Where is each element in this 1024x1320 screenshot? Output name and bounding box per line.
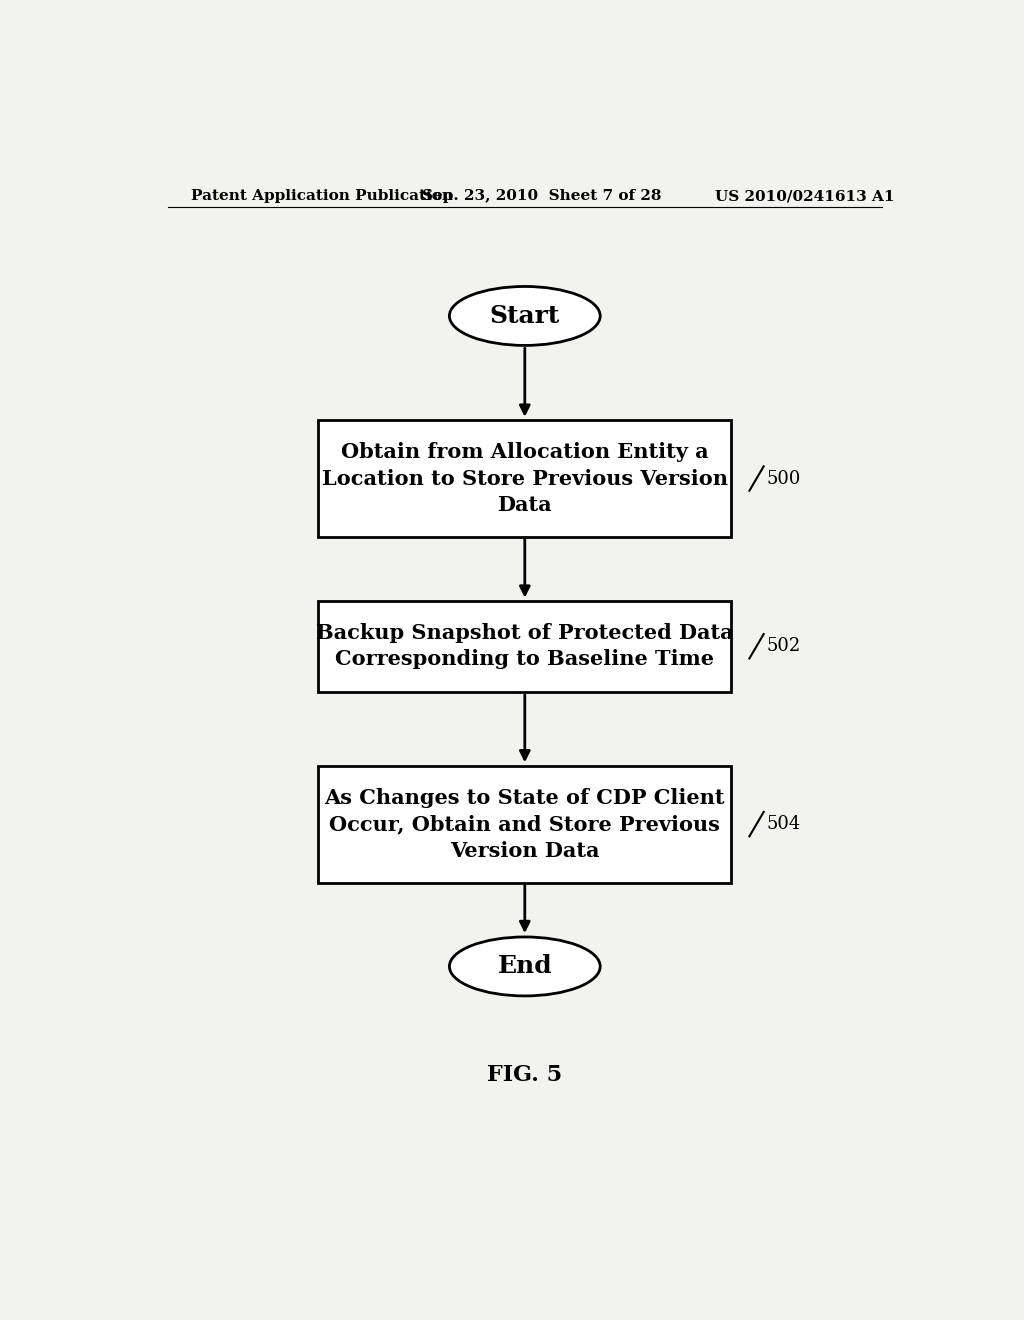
Text: Sep. 23, 2010  Sheet 7 of 28: Sep. 23, 2010 Sheet 7 of 28 — [422, 189, 662, 203]
Text: Patent Application Publication: Patent Application Publication — [191, 189, 454, 203]
FancyBboxPatch shape — [318, 766, 731, 883]
Ellipse shape — [450, 937, 600, 995]
Ellipse shape — [450, 286, 600, 346]
FancyBboxPatch shape — [318, 601, 731, 692]
Text: US 2010/0241613 A1: US 2010/0241613 A1 — [715, 189, 895, 203]
Text: FIG. 5: FIG. 5 — [487, 1064, 562, 1086]
FancyBboxPatch shape — [318, 420, 731, 537]
Text: 500: 500 — [767, 470, 801, 487]
Text: As Changes to State of CDP Client
Occur, Obtain and Store Previous
Version Data: As Changes to State of CDP Client Occur,… — [325, 788, 725, 861]
Text: 504: 504 — [767, 816, 801, 833]
Text: Backup Snapshot of Protected Data
Corresponding to Baseline Time: Backup Snapshot of Protected Data Corres… — [316, 623, 733, 669]
Text: Obtain from Allocation Entity a
Location to Store Previous Version
Data: Obtain from Allocation Entity a Location… — [322, 442, 728, 515]
Text: End: End — [498, 954, 552, 978]
Text: 502: 502 — [767, 638, 801, 655]
Text: Start: Start — [489, 304, 560, 327]
